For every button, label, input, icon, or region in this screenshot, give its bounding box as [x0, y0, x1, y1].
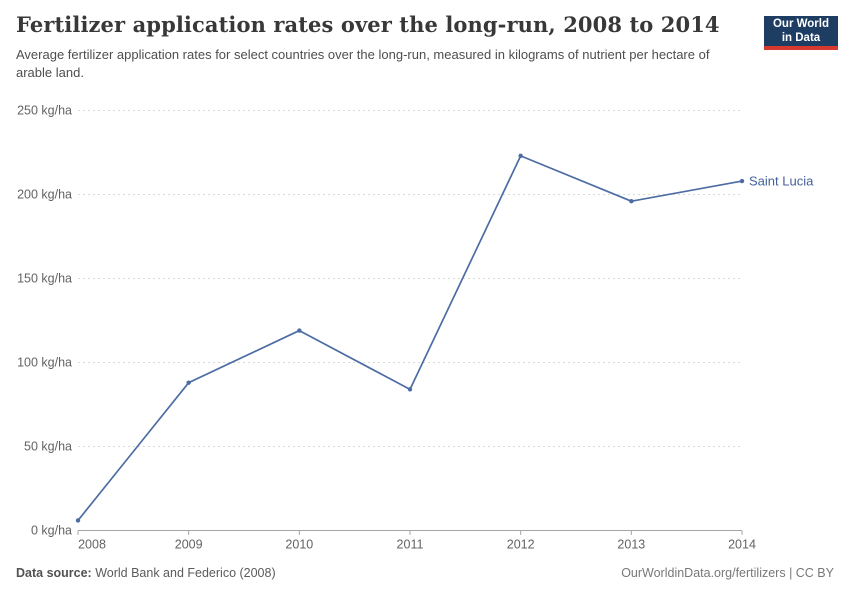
- y-axis-tick-label: 200 kg/ha: [17, 188, 72, 202]
- data-point-marker[interactable]: [739, 178, 745, 184]
- data-point-marker[interactable]: [407, 387, 413, 392]
- chart-svg: 0 kg/ha 50 kg/ha 100 kg/ha 150 kg/ha 200 kg/…: [17, 104, 814, 552]
- owid-logo[interactable]: Our World in Data: [764, 16, 838, 50]
- data-point-marker[interactable]: [75, 518, 81, 523]
- owid-logo-line2: in Data: [781, 32, 821, 44]
- credit-link[interactable]: OurWorldinData.org/fertilizers | CC BY: [621, 566, 834, 580]
- x-axis-tick-label: 2014: [728, 538, 756, 552]
- chart-subtitle: Average fertilizer application rates for…: [16, 47, 710, 80]
- line-chart: 0 kg/ha 50 kg/ha 100 kg/ha 150 kg/ha 200 kg/…: [0, 100, 850, 560]
- data-source-text: World Bank and Federico (2008): [91, 566, 276, 580]
- data-source: Data source: World Bank and Federico (20…: [16, 566, 276, 580]
- x-axis-tick-label: 2011: [397, 538, 424, 552]
- x-axis-tick-label: 2010: [285, 538, 313, 552]
- data-point-marker[interactable]: [297, 328, 302, 333]
- data-line[interactable]: [77, 155, 743, 522]
- series-label[interactable]: Saint Lucia: [749, 174, 814, 189]
- owid-logo-line1: Our World: [772, 17, 829, 30]
- data-point-marker[interactable]: [186, 380, 191, 385]
- y-axis-tick-label: 0 kg/ha: [31, 524, 72, 538]
- y-axis-tick-label: 250 kg/ha: [17, 104, 72, 118]
- data-source-label: Data source:: [16, 566, 92, 580]
- x-axis-tick-label: 2013: [617, 538, 645, 552]
- y-axis-tick-label: 100 kg/ha: [17, 356, 72, 370]
- chart-footer: Data source: World Bank and Federico (20…: [16, 566, 834, 580]
- y-axis-tick-label: 150 kg/ha: [17, 272, 72, 286]
- data-point-marker[interactable]: [629, 199, 634, 204]
- x-axis-tick-label: 2008: [78, 538, 106, 552]
- chart-header: Fertilizer application rates over the lo…: [16, 12, 838, 81]
- x-axis-tick-label: 2009: [175, 538, 203, 552]
- data-point-marker[interactable]: [518, 153, 523, 159]
- x-axis-tick-label: 2012: [507, 538, 535, 552]
- chart-title: Fertilizer application rates over the lo…: [16, 12, 720, 37]
- y-axis-tick-label: 50 kg/ha: [24, 440, 72, 454]
